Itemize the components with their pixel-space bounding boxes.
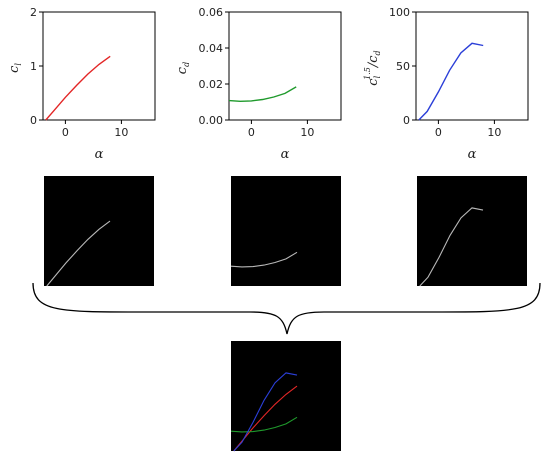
ytick-label: 0.00 — [199, 114, 224, 127]
ytick-label: 50 — [396, 60, 410, 73]
axes-ticks-1: 0 1 2 0 10 — [30, 6, 128, 139]
plot-lift-coefficient: cl α — [7, 11, 156, 162]
ylabel-2: cd — [175, 62, 191, 74]
ytick-label: 1 — [30, 60, 37, 73]
xtick-label: 10 — [114, 126, 128, 139]
xtick-label: 0 — [62, 126, 69, 139]
axes-ticks-3: 0 50 100 0 10 — [389, 6, 501, 139]
xlabel-3: α — [468, 147, 477, 162]
ytick-label: 0.02 — [199, 78, 224, 91]
xlabel-1: α — [95, 147, 104, 162]
series-line-1 — [45, 55, 111, 121]
image-panel-2 — [231, 176, 341, 286]
axes-frame-2 — [228, 11, 342, 121]
xtick-label: 0 — [248, 126, 255, 139]
ylabel-3: cl1.5/cd — [363, 50, 382, 85]
ytick-label: 0 — [403, 114, 410, 127]
series-line-3 — [418, 42, 484, 121]
ylabel-1: cl — [7, 63, 23, 73]
plot-endurance-ratio: cl1.5/cd α — [363, 11, 529, 162]
panel-curve-1 — [46, 220, 111, 287]
ytick-label: 100 — [389, 6, 410, 19]
merge-brace — [32, 282, 541, 335]
panel-curve-3 — [419, 207, 484, 287]
xtick-label: 10 — [487, 126, 501, 139]
axes-frame-3 — [415, 11, 529, 121]
plot-drag-coefficient: cd α — [175, 11, 342, 162]
ytick-label: 0.04 — [199, 42, 224, 55]
xtick-label: 10 — [300, 126, 314, 139]
ytick-label: 0 — [30, 114, 37, 127]
ytick-label: 2 — [30, 6, 37, 19]
combined-curve-3 — [233, 372, 298, 452]
panel-curve-2 — [230, 251, 298, 268]
ytick-label: 0.06 — [199, 6, 224, 19]
xlabel-2: α — [281, 147, 290, 162]
axes-ticks-2: 0.00 0.02 0.04 0.06 0 10 — [199, 6, 315, 139]
series-line-2 — [228, 86, 297, 103]
combined-curve-2 — [230, 416, 298, 433]
image-panel-3 — [417, 176, 527, 286]
xtick-label: 0 — [435, 126, 442, 139]
